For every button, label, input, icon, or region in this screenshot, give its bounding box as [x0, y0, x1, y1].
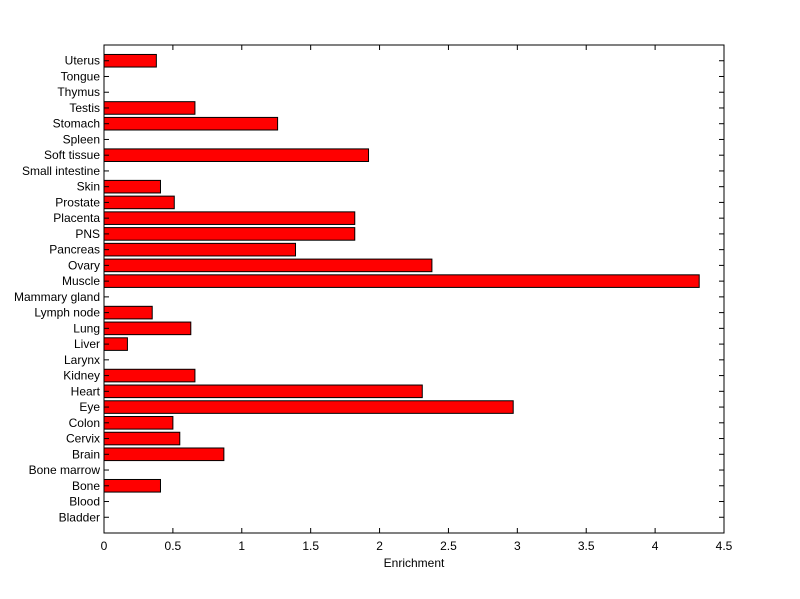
- plot-frame: [103, 44, 725, 534]
- y-tick-label: Tongue: [61, 69, 101, 83]
- y-tick-label: Prostate: [55, 195, 100, 209]
- x-tick-label: 1: [238, 539, 245, 553]
- y-tick-label: Stomach: [53, 117, 100, 131]
- y-tick-label: Bladder: [59, 510, 100, 524]
- y-tick-label: Bone: [72, 479, 100, 493]
- bar-colon: [103, 416, 174, 430]
- x-tick-label: 0.5: [165, 539, 182, 553]
- y-tick-label: Soft tissue: [44, 148, 100, 162]
- bar-prostate: [103, 195, 175, 210]
- y-tick-label: Lymph node: [34, 306, 100, 320]
- bar-ovary: [103, 258, 433, 273]
- y-tick-label: Eye: [79, 400, 100, 414]
- x-tick-label: 4: [652, 539, 659, 553]
- y-tick-label: Liver: [74, 337, 100, 351]
- x-axis-label: Enrichment: [384, 556, 445, 570]
- y-tick-label: Small intestine: [22, 164, 100, 178]
- bar-pns: [103, 227, 356, 241]
- y-tick-label: Ovary: [68, 258, 100, 272]
- y-tick-label: Muscle: [62, 274, 100, 288]
- bar-lymph-node: [103, 305, 153, 320]
- bar-stomach: [103, 116, 279, 131]
- y-tick-label: Thymus: [57, 85, 100, 99]
- bars-group: [103, 53, 700, 493]
- bar-soft-tissue: [103, 148, 370, 162]
- bar-placenta: [103, 211, 356, 225]
- x-tick-label: 1.5: [302, 539, 319, 553]
- y-tick-label: Uterus: [65, 54, 100, 68]
- x-tick-label: 4.5: [716, 539, 733, 553]
- y-tick-label: PNS: [75, 227, 100, 241]
- bar-cervix: [103, 431, 181, 446]
- y-tick-label: Blood: [69, 495, 100, 509]
- y-tick-label: Testis: [69, 101, 100, 115]
- x-tick-label: 0: [101, 539, 108, 553]
- y-tick-label: Spleen: [63, 132, 100, 146]
- bar-eye: [103, 400, 514, 414]
- y-tick-label: Brain: [72, 447, 100, 461]
- bar-muscle: [103, 274, 700, 288]
- bar-uterus: [103, 53, 157, 68]
- y-tick-label: Mammary gland: [14, 290, 100, 304]
- bar-brain: [103, 447, 225, 462]
- ticks-group: [103, 45, 725, 533]
- y-tick-label: Placenta: [53, 211, 100, 225]
- bar-skin: [103, 179, 161, 194]
- y-tick-label: Pancreas: [49, 243, 100, 257]
- y-tick-label: Lung: [73, 321, 100, 335]
- bar-bone: [103, 478, 161, 493]
- y-tick-label: Skin: [77, 180, 100, 194]
- bar-heart: [103, 384, 423, 399]
- y-tick-label: Colon: [69, 416, 100, 430]
- x-tick-label: 3: [514, 539, 521, 553]
- bar-pancreas: [103, 242, 297, 257]
- y-tick-label: Bone marrow: [29, 463, 101, 477]
- y-tick-label: Kidney: [63, 369, 100, 383]
- bar-testis: [103, 101, 196, 115]
- y-tick-label: Heart: [71, 384, 101, 398]
- bar-kidney: [103, 368, 196, 383]
- x-tick-label: 2.5: [440, 539, 457, 553]
- x-tick-label: 2: [376, 539, 383, 553]
- bar-lung: [103, 321, 192, 336]
- y-tick-label: Cervix: [66, 432, 100, 446]
- x-tick-labels: 0 0.5 1 1.5 2 2.5 3 3.5 4 4.5: [101, 539, 733, 553]
- y-tick-label: Larynx: [64, 353, 100, 367]
- x-tick-label: 3.5: [578, 539, 595, 553]
